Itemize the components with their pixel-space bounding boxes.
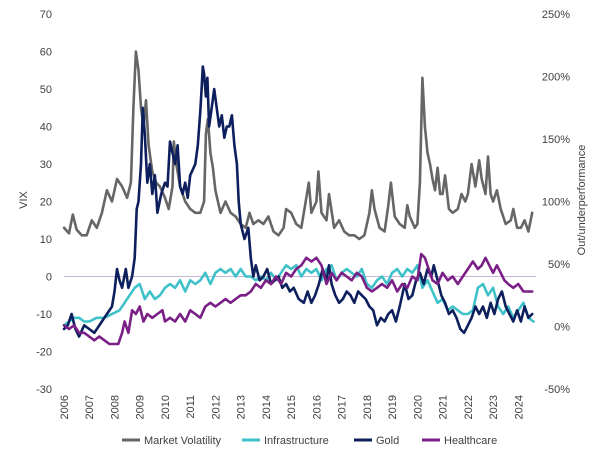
y-tick-right: 150%: [542, 134, 570, 146]
x-tick-label: 2021: [438, 395, 450, 419]
x-tick-label: 2012: [210, 395, 222, 419]
y-axis-label-right: Out/underperformance: [576, 145, 588, 256]
x-tick-label: 2022: [463, 395, 475, 419]
y-tick-left: -20: [36, 347, 52, 359]
x-tick-label: 2018: [362, 395, 374, 419]
legend: Market Volatility Infrastructure Gold Healt…: [122, 435, 497, 447]
x-tick-label: 2014: [261, 395, 273, 419]
x-tick-label: 2017: [337, 395, 349, 419]
x-tick-label: 2016: [311, 395, 323, 419]
x-tick-label: 2015: [286, 395, 298, 419]
x-tick-label: 2010: [160, 395, 172, 419]
y-axis-label-left: VIX: [18, 190, 30, 208]
y-tick-left: 50: [40, 84, 52, 96]
y-tick-right: 250%: [542, 9, 570, 21]
left-axis: -30 -20 -10 0 10 20 30 40 50 60 70: [36, 9, 52, 396]
legend-label: Market Volatility: [144, 435, 222, 447]
x-tick-label: 2007: [84, 395, 96, 419]
y-tick-left: 70: [40, 9, 52, 21]
y-tick-left: 40: [40, 122, 52, 134]
y-tick-left: 60: [40, 47, 52, 59]
x-tick-label: 2008: [109, 395, 121, 419]
right-axis: -50% 0% 50% 100% 150% 200% 250%: [542, 9, 570, 396]
x-tick-label: 2009: [135, 395, 147, 419]
y-tick-left: -30: [36, 384, 52, 396]
series-line-gold: [62, 65, 534, 338]
y-tick-right: 50%: [548, 259, 570, 271]
legend-label: Gold: [376, 435, 399, 447]
x-tick-label: 2023: [488, 395, 500, 419]
y-tick-left: 10: [40, 234, 52, 246]
y-tick-left: 20: [40, 197, 52, 209]
legend-label: Healthcare: [444, 435, 497, 447]
x-tick-label: 2024: [513, 395, 525, 419]
series-layer: [62, 50, 535, 346]
y-tick-left: 30: [40, 159, 52, 171]
series-line-healthcare: [62, 252, 534, 346]
x-tick-label: 2019: [387, 395, 399, 419]
y-tick-right: 0%: [554, 322, 570, 334]
series-line-infrastructure: [62, 264, 535, 327]
x-axis: 2006 2007 2008 2009 2010 2011 2012 2013 2014 2015…: [59, 395, 525, 419]
y-tick-right: -50%: [544, 384, 570, 396]
y-tick-right: 200%: [542, 72, 570, 84]
x-tick-label: 2011: [185, 395, 197, 419]
series-line-market-volatility: [62, 50, 534, 241]
legend-label: Infrastructure: [264, 435, 329, 447]
x-tick-label: 2006: [59, 395, 71, 419]
y-tick-left: -10: [36, 309, 52, 321]
x-tick-label: 2020: [412, 395, 424, 419]
y-tick-right: 100%: [542, 197, 570, 209]
x-tick-label: 2013: [236, 395, 248, 419]
y-tick-left: 0: [46, 272, 52, 284]
